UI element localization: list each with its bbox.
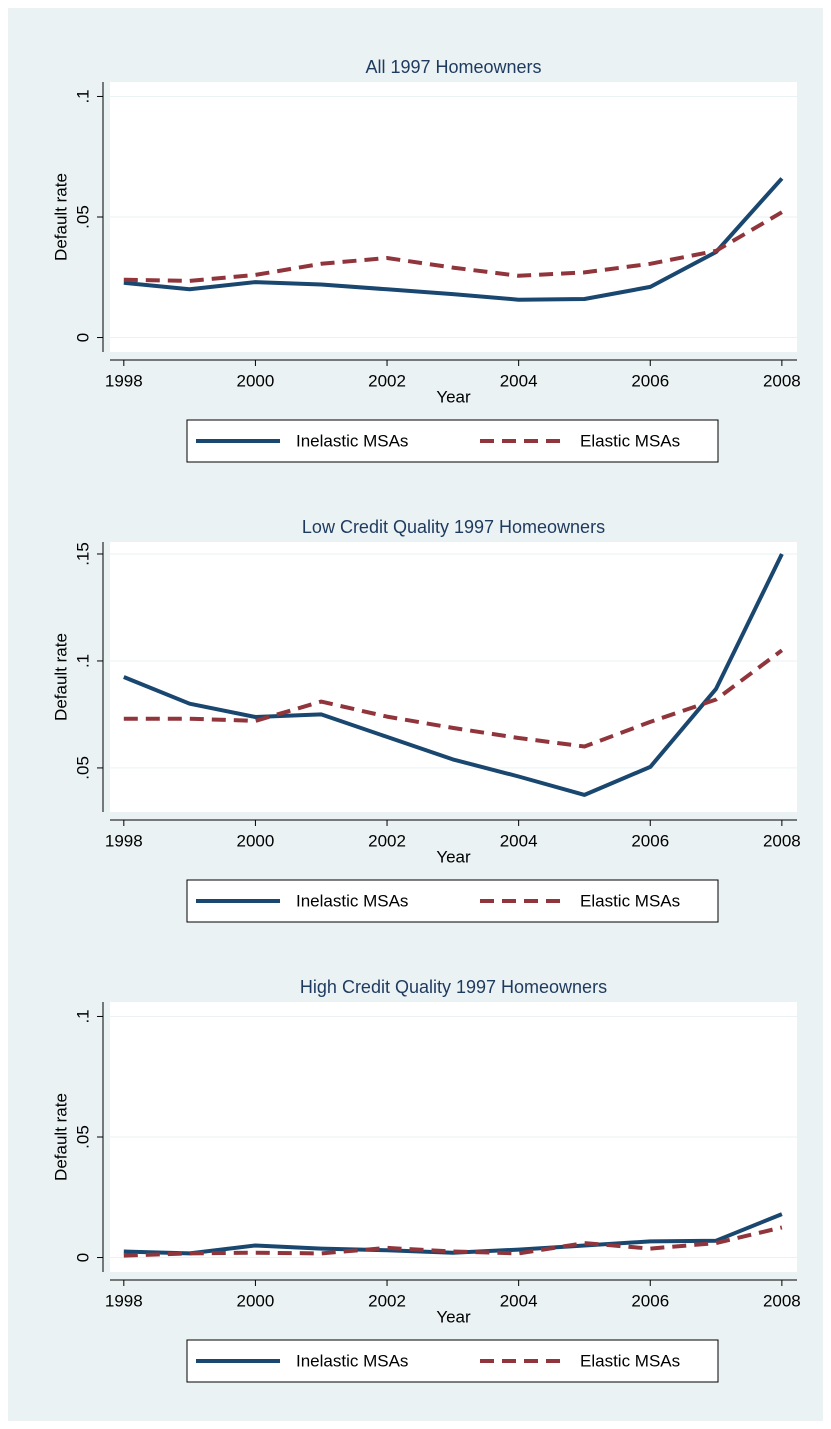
y-tick-label: .05 xyxy=(73,205,92,229)
series-line xyxy=(123,177,784,302)
series-line xyxy=(123,648,784,749)
x-tick-label: 2004 xyxy=(500,1291,538,1310)
chart-title: All 1997 Homeowners xyxy=(365,57,541,77)
series-line xyxy=(123,210,783,283)
x-axis-title: Year xyxy=(436,387,471,406)
x-tick-label: 2002 xyxy=(368,831,406,850)
chart-title: High Credit Quality 1997 Homeowners xyxy=(300,977,607,997)
chart-title: Low Credit Quality 1997 Homeowners xyxy=(302,517,605,537)
y-tick-label: .05 xyxy=(73,1125,92,1149)
x-tick-label: 2000 xyxy=(237,1291,275,1310)
x-tick-label: 2006 xyxy=(631,831,669,850)
x-tick-label: 2004 xyxy=(500,831,538,850)
legend-label: Elastic MSAs xyxy=(580,1351,680,1370)
legend-label: Inelastic MSAs xyxy=(296,1351,408,1370)
series-line xyxy=(123,553,784,797)
y-axis-title: Default rate xyxy=(51,633,70,721)
x-tick-label: 2006 xyxy=(631,371,669,390)
y-tick-label: .05 xyxy=(73,756,92,780)
y-tick-label: .15 xyxy=(73,542,92,566)
x-tick-label: 2006 xyxy=(631,1291,669,1310)
x-tick-label: 2002 xyxy=(368,371,406,390)
legend-label: Elastic MSAs xyxy=(580,891,680,910)
y-tick-label: 0 xyxy=(73,1253,92,1262)
legend-label: Inelastic MSAs xyxy=(296,431,408,450)
series-line xyxy=(123,1212,783,1256)
y-tick-label: .1 xyxy=(73,89,92,103)
y-axis-title: Default rate xyxy=(51,173,70,261)
y-tick-label: .1 xyxy=(73,654,92,668)
x-axis-title: Year xyxy=(436,847,471,866)
legend-label: Elastic MSAs xyxy=(580,431,680,450)
legend-label: Inelastic MSAs xyxy=(296,891,408,910)
x-tick-label: 1998 xyxy=(105,831,143,850)
x-tick-label: 2004 xyxy=(500,371,538,390)
x-tick-label: 2000 xyxy=(237,831,275,850)
x-axis-title: Year xyxy=(436,1307,471,1326)
x-tick-label: 2000 xyxy=(237,371,275,390)
x-tick-label: 2008 xyxy=(763,1291,801,1310)
y-axis-title: Default rate xyxy=(51,1093,70,1181)
x-tick-label: 1998 xyxy=(105,1291,143,1310)
x-tick-label: 1998 xyxy=(105,371,143,390)
x-tick-label: 2008 xyxy=(763,371,801,390)
y-tick-label: 0 xyxy=(73,333,92,342)
y-tick-label: .1 xyxy=(73,1009,92,1023)
x-tick-label: 2008 xyxy=(763,831,801,850)
plot-area xyxy=(110,542,797,812)
x-tick-label: 2002 xyxy=(368,1291,406,1310)
